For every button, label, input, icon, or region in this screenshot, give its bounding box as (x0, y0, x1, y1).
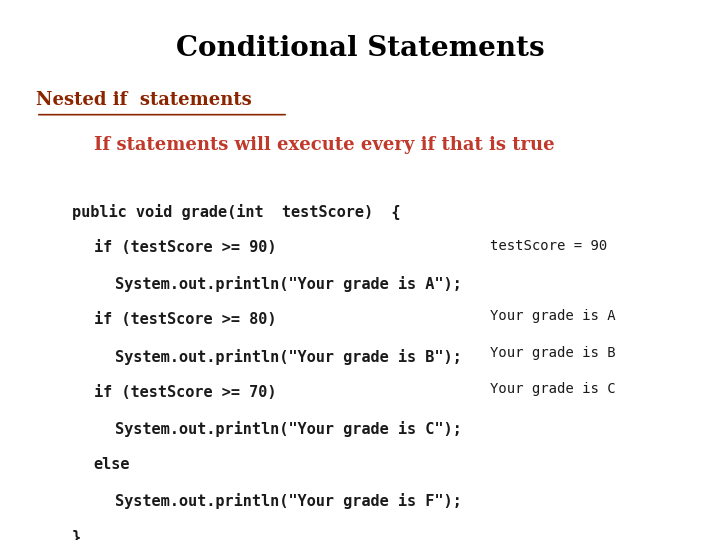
Text: System.out.println("Your grade is C");: System.out.println("Your grade is C"); (115, 421, 462, 437)
Text: System.out.println("Your grade is B");: System.out.println("Your grade is B"); (115, 348, 462, 364)
Text: System.out.println("Your grade is F");: System.out.println("Your grade is F"); (115, 494, 462, 509)
Text: public void grade(int  testScore)  {: public void grade(int testScore) { (72, 204, 400, 220)
Text: Nested if  statements: Nested if statements (36, 91, 252, 109)
Text: if (testScore >= 80): if (testScore >= 80) (94, 312, 276, 327)
Text: if (testScore >= 90): if (testScore >= 90) (94, 240, 276, 255)
Text: Your grade is A: Your grade is A (490, 309, 615, 323)
Text: testScore = 90: testScore = 90 (490, 239, 607, 253)
Text: Your grade is B: Your grade is B (490, 346, 615, 360)
Text: else: else (94, 457, 130, 472)
Text: if (testScore >= 70): if (testScore >= 70) (94, 385, 276, 400)
Text: }: } (72, 530, 81, 540)
Text: Conditional Statements: Conditional Statements (176, 35, 544, 62)
Text: System.out.println("Your grade is A");: System.out.println("Your grade is A"); (115, 276, 462, 292)
Text: Your grade is C: Your grade is C (490, 382, 615, 396)
Text: If statements will execute every if that is true: If statements will execute every if that… (94, 136, 554, 154)
